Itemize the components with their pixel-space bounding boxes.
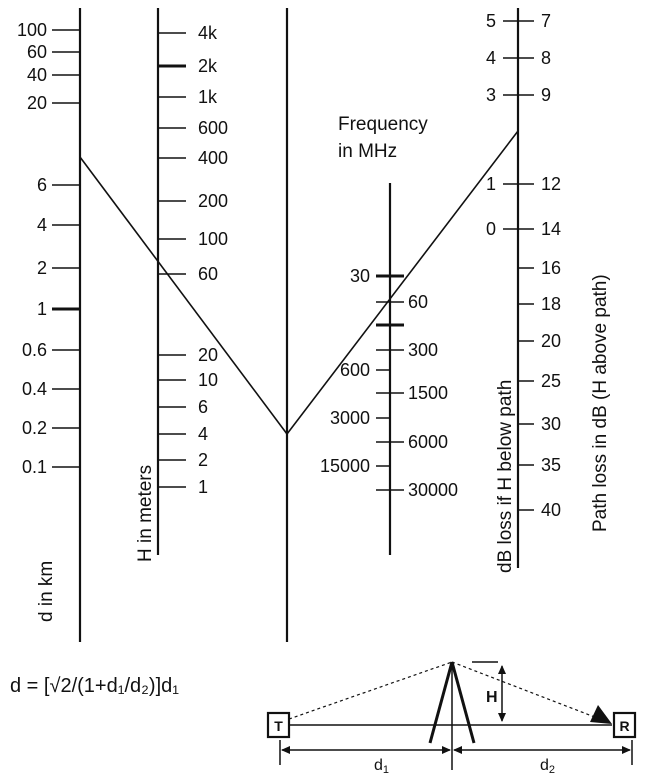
d-km-tick-label: 6 xyxy=(37,175,47,195)
transmitter-box xyxy=(266,711,291,739)
db-above-tick-label: 7 xyxy=(541,11,551,31)
axis-frequency: Frequency in MHz 30 600 3000 15000 60 30… xyxy=(320,114,458,555)
h-meters-tick-label: 1k xyxy=(198,87,218,107)
frequency-tick-label: 30 xyxy=(350,266,370,286)
d-km-ticks xyxy=(52,29,80,468)
db-above-tick-label: 20 xyxy=(541,331,561,351)
d-km-tick-label: 40 xyxy=(27,65,47,85)
db-below-ticks xyxy=(503,20,518,230)
axis-db: 5 4 3 1 0 7 8 9 12 14 16 18 20 25 30 35 … xyxy=(486,8,611,573)
db-below-tick-label: 0 xyxy=(486,219,496,239)
h-meters-ticks xyxy=(158,32,186,488)
db-above-tick-label: 18 xyxy=(541,294,561,314)
h-meters-tick-label: 200 xyxy=(198,191,228,211)
axis-db-above-label: Path loss in dB (H above path) xyxy=(590,274,611,532)
axis-d-km-label: d in km xyxy=(36,561,57,622)
solution-line-left xyxy=(79,156,288,435)
db-above-tick-label: 16 xyxy=(541,258,561,278)
d1-arrow-left-icon xyxy=(281,746,290,754)
d2-label: d2 xyxy=(540,757,555,776)
d-km-tick-label: 0.4 xyxy=(22,379,47,399)
h-meters-tick-label: 20 xyxy=(198,345,218,365)
d-km-tick-label: 20 xyxy=(27,93,47,113)
frequency-tick-label: 30000 xyxy=(408,480,458,500)
axis-h-meters-label: H in meters xyxy=(135,465,156,562)
d2-arrow-right-icon xyxy=(622,746,631,754)
db-above-tick-label: 12 xyxy=(541,174,561,194)
frequency-tick-label: 300 xyxy=(408,340,438,360)
h-meters-tick-label: 100 xyxy=(198,229,228,249)
solution-line-right xyxy=(286,130,519,435)
frequency-ticks-right xyxy=(376,301,404,491)
db-below-tick-label: 5 xyxy=(486,11,496,31)
d-km-tick-label: 0.1 xyxy=(22,457,47,477)
frequency-tick-label: 15000 xyxy=(320,456,370,476)
d-km-tick-label: 0.6 xyxy=(22,340,47,360)
db-above-tick-label: 25 xyxy=(541,371,561,391)
h-meters-tick-label: 4k xyxy=(198,23,218,43)
path-dotted-tx xyxy=(288,661,453,720)
h-meters-tick-label: 400 xyxy=(198,148,228,168)
axis-db-below-label: dB loss if H below path xyxy=(495,380,516,573)
db-below-tick-label: 1 xyxy=(486,174,496,194)
formula-text: d = [√2/(1+d₁/d₂)]d₁ xyxy=(10,675,179,697)
d-km-tick-label: 0.2 xyxy=(22,418,47,438)
h-meters-tick-label: 4 xyxy=(198,424,208,444)
arrowhead-icon xyxy=(590,705,612,724)
frequency-tick-label: 3000 xyxy=(330,408,370,428)
transmitter-label: T xyxy=(274,718,283,734)
inset-diagram: T R H d1 d2 xyxy=(266,661,637,776)
h-meters-tick-label: 1 xyxy=(198,477,208,497)
db-above-tick-label: 35 xyxy=(541,455,561,475)
d1-arrow-right-icon xyxy=(442,746,451,754)
axis-h-meters: 4k 2k 1k 600 400 200 100 60 20 10 6 4 2 … xyxy=(135,8,228,562)
d2-arrow-left-icon xyxy=(453,746,462,754)
axis-d-km: 100 60 40 20 6 4 2 1 0.6 0.4 0.2 0.1 d i… xyxy=(17,8,82,642)
receiver-label: R xyxy=(619,718,629,734)
frequency-tick-label: 1500 xyxy=(408,383,448,403)
h-label: H xyxy=(486,689,498,706)
frequency-ticks-left xyxy=(376,274,404,467)
h-meters-tick-label: 60 xyxy=(198,264,218,284)
db-above-tick-label: 8 xyxy=(541,48,551,68)
db-above-tick-label: 40 xyxy=(541,500,561,520)
obstacle-left-edge xyxy=(428,661,454,744)
d-km-tick-label: 60 xyxy=(27,42,47,62)
frequency-tick-label: 6000 xyxy=(408,432,448,452)
h-meters-tick-label: 2k xyxy=(198,56,218,76)
h-meters-tick-label: 600 xyxy=(198,118,228,138)
path-dotted-rx xyxy=(451,661,606,722)
h-meters-tick-label: 2 xyxy=(198,450,208,470)
db-above-ticks xyxy=(518,20,534,511)
d-km-tick-label: 2 xyxy=(37,258,47,278)
db-below-tick-label: 3 xyxy=(486,85,496,105)
axis-frequency-label-line1: Frequency xyxy=(338,114,428,135)
obstacle-right-edge xyxy=(450,661,476,744)
db-above-tick-label: 9 xyxy=(541,85,551,105)
h-arrow-up-icon xyxy=(498,665,506,674)
db-above-tick-label: 30 xyxy=(541,414,561,434)
db-below-tick-label: 4 xyxy=(486,48,496,68)
h-arrow-down-icon xyxy=(498,713,506,722)
h-meters-tick-label: 10 xyxy=(198,370,218,390)
frequency-tick-label: 60 xyxy=(408,292,428,312)
d-km-tick-label: 4 xyxy=(37,215,47,235)
db-above-tick-label: 14 xyxy=(541,219,561,239)
d-km-tick-label: 100 xyxy=(17,20,47,40)
d1-label: d1 xyxy=(374,757,389,776)
h-meters-tick-label: 6 xyxy=(198,397,208,417)
axis-frequency-label-line2: in MHz xyxy=(338,141,397,162)
receiver-box xyxy=(612,711,637,739)
frequency-tick-label: 600 xyxy=(340,360,370,380)
d-km-tick-label: 1 xyxy=(37,299,47,319)
